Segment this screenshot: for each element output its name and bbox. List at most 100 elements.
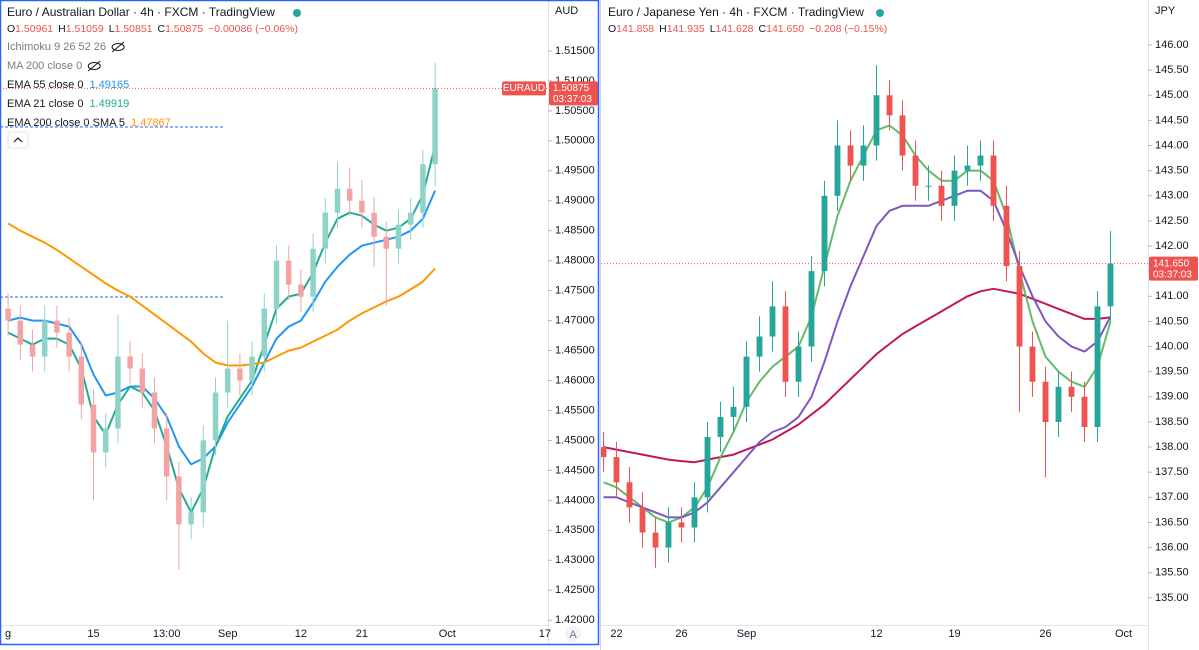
indicator-line <box>603 124 1112 524</box>
candle-body <box>310 248 316 297</box>
legend-backdrop <box>605 4 890 38</box>
ohlc-values: O141.858 H141.935 L141.628 C141.650 −0.208 (… <box>608 23 887 35</box>
ohlc-value: 141.628 <box>716 23 754 35</box>
candle-body <box>139 368 146 393</box>
indicator-value: 1.49919 <box>89 98 129 110</box>
candle-body <box>17 320 24 345</box>
price-change: −0.208 (−0.15%) <box>809 23 887 35</box>
ohlc-value: 141.858 <box>616 23 654 35</box>
candle-body <box>1081 396 1088 427</box>
candle-body <box>743 356 750 407</box>
indicator-value: 1.49165 <box>89 79 129 91</box>
overlay: 1.42000 1.42500 1.43000 1.43500 1.44000 1.445… <box>4 4 1198 642</box>
y-tick-label: 1.50000 <box>555 135 595 147</box>
candle-body <box>407 212 414 225</box>
y-tick-label: 138.00 <box>1155 441 1189 453</box>
collapse-legend-button[interactable] <box>7 131 29 149</box>
x-tick-label: 19 <box>948 628 960 640</box>
candle-body <box>29 344 36 357</box>
y-tick-label: 1.44500 <box>555 464 595 476</box>
symbol-title[interactable]: Euro / Australian Dollar · 4h · FXCM · T… <box>7 5 275 19</box>
auto-scale-button[interactable] <box>565 626 581 642</box>
candle-body <box>652 532 659 548</box>
x-tick-label: g <box>5 628 11 640</box>
price-tag-countdown: 03:37:03 <box>1153 269 1192 280</box>
candle-body <box>1068 386 1075 397</box>
indicator-legend[interactable]: EMA 21 close 0 1.49919 <box>7 98 129 110</box>
candle-body <box>322 212 329 249</box>
candle-body <box>886 95 893 116</box>
x-tick-label: 17 <box>539 628 551 640</box>
indicator-name[interactable]: MA 200 close 0 <box>7 60 82 72</box>
candle-body <box>990 155 997 206</box>
price-tag <box>549 81 598 106</box>
currency-label[interactable]: AUD <box>555 5 578 17</box>
price-tag-value: 141.650 <box>1153 258 1190 269</box>
y-tick-label: 145.00 <box>1155 89 1189 101</box>
candle-body <box>912 155 919 186</box>
indicator-name[interactable]: Ichimoku 9 26 52 26 <box>7 41 106 53</box>
y-tick-label: 1.51500 <box>555 45 595 57</box>
market-status-dot <box>876 9 884 17</box>
candle-body <box>78 356 85 405</box>
candle-body <box>808 271 815 347</box>
candle-body <box>395 224 402 249</box>
candle-body <box>601 447 607 458</box>
hidden-eye-icon[interactable] <box>111 43 125 51</box>
candle-body <box>298 284 304 297</box>
ohlc-key: C <box>158 23 166 35</box>
symbol-title[interactable]: Euro / Japanese Yen · 4h · FXCM · Tradin… <box>608 5 864 19</box>
y-tick-label: 139.50 <box>1155 366 1189 378</box>
plot-area <box>601 65 1148 568</box>
y-tick-label: 1.48500 <box>555 225 595 237</box>
y-tick-label: 140.00 <box>1155 340 1189 352</box>
x-tick-label: 26 <box>1039 628 1051 640</box>
y-tick-label: 137.50 <box>1155 466 1189 478</box>
y-tick-label: 143.00 <box>1155 190 1189 202</box>
y-tick-label: 136.00 <box>1155 542 1189 554</box>
x-tick-label: 15 <box>87 628 99 640</box>
candle-body <box>925 185 932 187</box>
candle-body <box>717 416 724 438</box>
candle-body <box>821 195 828 272</box>
y-tick-label: 1.46500 <box>555 344 595 356</box>
active-pane-border <box>0 0 600 646</box>
indicator-name: EMA 21 close 0 <box>7 98 83 110</box>
candle-body <box>249 356 255 381</box>
candle-body <box>730 406 737 417</box>
indicator-legend[interactable]: EMA 200 close 0 SMA 5 1.47867 <box>7 117 171 129</box>
y-tick-label: 144.00 <box>1155 139 1189 151</box>
indicator-legend[interactable]: EMA 55 close 0 1.49165 <box>7 79 129 91</box>
ohlc-value: 1.50875 <box>165 23 203 35</box>
y-tick-label: 1.43000 <box>555 554 595 566</box>
candle-body <box>1016 266 1023 347</box>
candle-body <box>938 185 945 206</box>
auto-scale-label: A <box>569 629 577 641</box>
x-tick-label: Oct <box>439 628 456 640</box>
y-tick-label: 1.49500 <box>555 165 595 177</box>
symbol-tag <box>502 81 546 96</box>
ohlc-key: H <box>659 23 667 35</box>
candle-body <box>860 145 867 166</box>
ohlc-value: 1.50961 <box>15 23 53 35</box>
y-tick-label: 141.00 <box>1155 290 1189 302</box>
candle-body <box>102 428 109 453</box>
y-tick-label: 1.45000 <box>555 434 595 446</box>
hidden-eye-icon[interactable] <box>87 62 101 70</box>
candle-body <box>1042 381 1049 422</box>
candle-body <box>359 200 365 213</box>
candle-body <box>977 155 984 166</box>
candle-body <box>756 336 763 357</box>
x-tick-label: 12 <box>295 628 307 640</box>
candle-body <box>212 392 219 441</box>
candle-body <box>795 346 802 382</box>
price-tag-countdown: 03:37:03 <box>553 94 592 105</box>
candle-body <box>704 437 711 498</box>
currency-label[interactable]: JPY <box>1155 5 1176 17</box>
candle-body <box>151 392 158 429</box>
candle-body <box>224 368 231 393</box>
symbol-tag-label: EURAUD <box>503 83 545 94</box>
candle-body <box>346 188 353 201</box>
